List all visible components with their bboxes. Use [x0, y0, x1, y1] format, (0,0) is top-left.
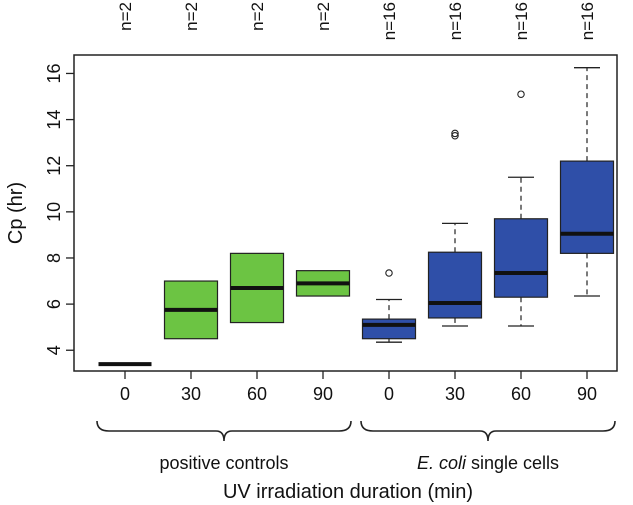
y-axis-title: Cp (hr) [5, 182, 27, 244]
group-label: positive controls [159, 453, 288, 473]
plot-frame [73, 54, 618, 372]
x-tick-label: 0 [120, 384, 130, 404]
boxes [98, 67, 615, 367]
box-2 [229, 252, 285, 324]
sample-size-label: n=16 [380, 2, 399, 40]
outlier-point [517, 90, 525, 98]
x-tick-label: 30 [181, 384, 201, 404]
x-tick-label: 90 [313, 384, 333, 404]
group-1: E. coli single cells [360, 420, 616, 473]
group-brackets: positive controls E. coli single cells [96, 420, 616, 473]
sample-size-label: n=2 [182, 2, 201, 31]
y-tick-label: 14 [44, 110, 64, 130]
outlier-point [385, 269, 393, 277]
box-body [361, 318, 417, 340]
sample-size-label: n=2 [314, 2, 333, 31]
group-0: positive controls [96, 420, 352, 473]
box-7 [559, 67, 615, 297]
y-tick-label: 8 [44, 253, 64, 263]
sample-size-label: n=2 [116, 2, 135, 31]
outlier-point [451, 131, 459, 140]
y-tick-label: 4 [44, 345, 64, 355]
sample-size-label: n=16 [512, 2, 531, 40]
sample-size-labels: n=2 n=2 n=2 n=2 n=16 n=16 n=16 n=16 [116, 2, 597, 40]
x-tick-label: 60 [247, 384, 267, 404]
group-label: E. coli single cells [417, 453, 559, 473]
y-tick-label: 16 [44, 63, 64, 83]
sample-size-label: n=2 [248, 2, 267, 31]
y-tick-label: 10 [44, 202, 64, 222]
y-tick-label: 12 [44, 156, 64, 176]
group-bracket [96, 420, 352, 442]
y-tick-label: 6 [44, 299, 64, 309]
x-tick-label: 30 [445, 384, 465, 404]
x-tick-label: 0 [384, 384, 394, 404]
box-5 [427, 129, 483, 327]
group-bracket [360, 420, 616, 442]
box-4 [361, 269, 417, 343]
sample-size-label: n=16 [446, 2, 465, 40]
box-body [493, 218, 549, 298]
outlier-point [451, 129, 459, 138]
y-axis: 4 6 8 10 12 14 16 [44, 63, 74, 355]
sample-size-label: n=16 [578, 2, 597, 40]
box-1 [163, 280, 219, 340]
x-tick-label: 90 [577, 384, 597, 404]
box-body [427, 251, 483, 319]
x-tick-label: 60 [511, 384, 531, 404]
x-axis: 0 30 60 90 0 30 60 90 [120, 371, 597, 404]
box-body [559, 160, 615, 254]
box-3 [295, 270, 351, 297]
x-axis-title: UV irradiation duration (min) [223, 481, 473, 503]
box-6 [493, 90, 549, 327]
